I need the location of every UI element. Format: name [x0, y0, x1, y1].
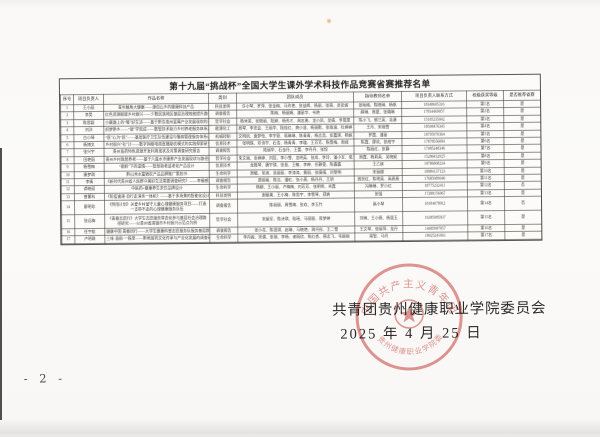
table-cell: 陈丽丽、周雪梅、张欢、李玉竹: [237, 198, 355, 214]
table-cell: 3: [60, 119, 74, 127]
table-cell: 刘琳、王小燕、杨昆玉: [354, 211, 403, 227]
table-cell: 8: [61, 156, 75, 164]
header-cell: 序号: [60, 94, 74, 105]
table-cell: 梁智、马丹: [354, 232, 403, 241]
table-cell: 三味·苗韵·一株草——黔地苗药文化传承与产业化发展的调查研究报告: [104, 234, 210, 244]
table-cell: 第14名: [467, 196, 505, 211]
table-cell: 6: [60, 141, 75, 150]
table-cell: 《煦阳计划》关爱乡村留守儿童心理健康服务项目——打造一支带不走的心理健康服务队伍: [104, 199, 210, 215]
table-cell: 第17名: [467, 232, 505, 240]
seal-star-icon: [400, 305, 419, 323]
table-cell: 张远梅: [74, 214, 105, 229]
table-cell: 9: [61, 163, 75, 172]
table-cell: 4: [60, 126, 74, 135]
table-cell: 7: [61, 149, 75, 157]
dust-speck: [326, 18, 332, 24]
header-cell: 项目负责人: [73, 94, 104, 105]
header-cell: 类别: [208, 93, 237, 104]
table-cell: 18184078912: [402, 196, 468, 212]
table-cell: 13: [61, 193, 75, 201]
table-cell: 卢明珠: [74, 235, 105, 244]
table-cell: 廖明珍: [74, 200, 105, 215]
table-cell: 2: [60, 112, 74, 120]
header-cell: 项目负责人联系方式: [401, 90, 467, 102]
table-cell: 17: [61, 236, 75, 244]
header-cell: 指导教师名单: [353, 91, 402, 102]
table-cell: 10: [61, 171, 75, 179]
data-table: 序号 项目负责人 作品名称 类别 团队成员 指导教师名单 项目负责人联系方式 校级获奖等级 是否…: [60, 90, 542, 244]
table-cell: 调查报告: [209, 199, 238, 214]
table-cell: 18025241061: [402, 232, 468, 241]
header-cell: 校级获奖等级: [466, 90, 504, 101]
table-cell: 李丹妮、宋倩、张瑞、李杨、谢雨欣、陈红杏、杨志飞、韦丽丽: [237, 233, 355, 242]
table-cell: 哲学社会: [209, 213, 238, 228]
table-cell: 5: [60, 134, 74, 142]
table-cell: 16385985937: [402, 210, 468, 226]
table-cell: 15: [61, 214, 75, 229]
table-cell: 宋丽军、陈诗琪、陆瑶、马丽丽、蒋梦婷: [237, 212, 355, 228]
table-cell: 第15名: [467, 210, 505, 225]
table-cell: 《青春志愿行》大学生志愿服务常态化参与基层社会治理路径研究——以贵州省清镇市乡村…: [104, 213, 210, 229]
table-body: 1 王小丽 青年触角大健康——源自山乡的健康科技产品 科技发明 许小琴、罗萍、张金梅、马…: [60, 100, 542, 244]
page-number: - 2 -: [23, 371, 67, 386]
table-cell: 是: [504, 231, 542, 240]
header-cell: 是否推荐省赛: [503, 90, 541, 101]
table-cell: 生命科学: [209, 234, 238, 243]
table-cell: 16: [61, 228, 75, 237]
table-cell: 12: [61, 185, 75, 194]
scan-edge-shadow: [0, 148, 2, 420]
table-cell: 否: [504, 196, 542, 211]
table-cell: 高小琴: [354, 197, 403, 213]
table-cell: 11: [61, 178, 75, 187]
table-cell: 是: [504, 210, 542, 225]
table-cell: 14: [61, 200, 75, 215]
official-seal-icon: 中国共产主义青年团 贵州健康职业学院委员会: [349, 256, 463, 371]
recommendation-table: 第十九届“挑战杯”全国大学生课外学术科技作品竞赛省赛推荐名单 序号 项目负责人 作品…: [58, 73, 543, 246]
table-cell: 1: [60, 104, 74, 113]
